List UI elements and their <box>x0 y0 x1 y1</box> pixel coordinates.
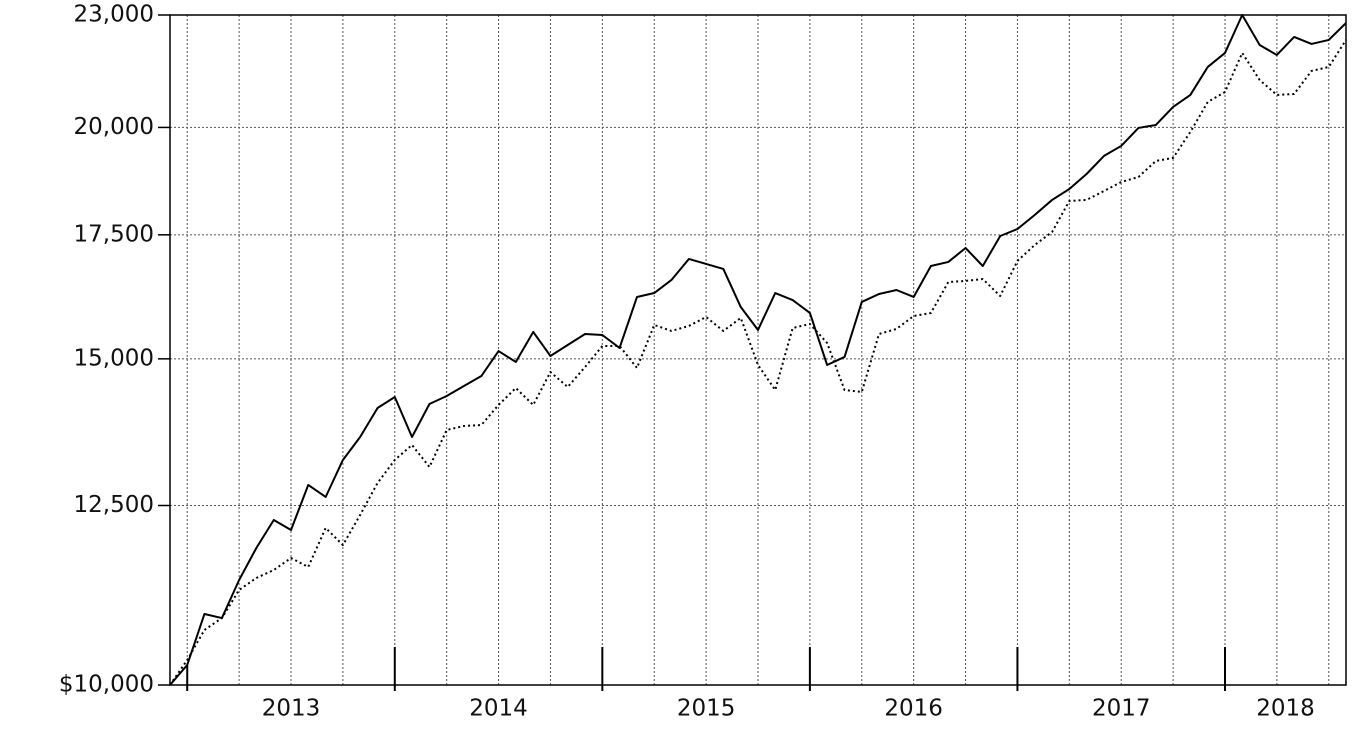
series-line <box>169 14 1347 686</box>
y-tick-label: 23,000 <box>74 2 154 28</box>
x-tick-label: 2017 <box>1092 696 1151 722</box>
x-tick-label: 2013 <box>262 696 321 722</box>
series-line <box>169 39 1347 686</box>
x-tick-label: 2018 <box>1256 696 1315 722</box>
plot-frame <box>169 14 1347 686</box>
y-tick-label: 12,500 <box>74 492 154 518</box>
y-tick-label: $10,000 <box>59 672 154 698</box>
x-tick-label: 2014 <box>469 696 528 722</box>
x-tick-label: 2015 <box>677 696 736 722</box>
x-tick-label: 2016 <box>884 696 943 722</box>
y-tick-label: 15,000 <box>74 345 154 371</box>
y-tick-label: 17,500 <box>74 221 154 247</box>
y-tick-label: 20,000 <box>74 114 154 140</box>
